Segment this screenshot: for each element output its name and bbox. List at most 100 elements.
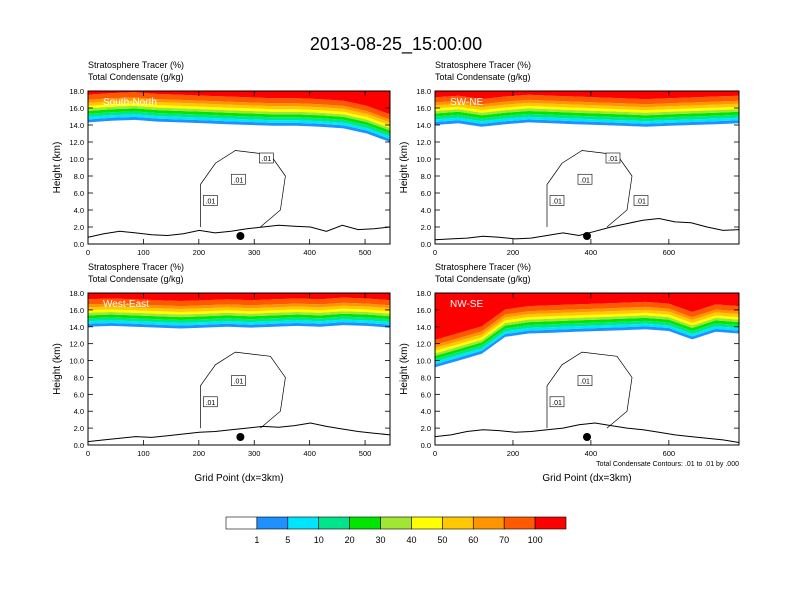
plot-frame xyxy=(87,90,391,245)
condensate-contour xyxy=(546,150,633,228)
x-tick-label: 400 xyxy=(303,449,316,458)
tracer-band-20 xyxy=(435,111,739,119)
y-tick-label: 2.0 xyxy=(421,223,431,232)
tracer-band-5 xyxy=(435,116,739,124)
contour-label: .01 xyxy=(203,195,218,206)
colorbar-swatch xyxy=(256,516,289,530)
y-tick-label: 0.0 xyxy=(421,441,431,450)
plot-area: .01 .01 .01 .01 xyxy=(435,91,739,241)
colorbar-level-label: 50 xyxy=(437,535,447,545)
header-condensate: Total Condensate (g/kg) xyxy=(88,72,184,82)
colorbar-swatch xyxy=(318,516,350,530)
tracer-band-60 xyxy=(435,99,739,108)
colorbar-swatch xyxy=(472,516,505,530)
tracer-band-5 xyxy=(88,114,390,139)
panel-sw-ne: .01 .01 .01 .01 SW-NE Stratosphere Tracer (%)… xyxy=(399,60,740,257)
tracer-band-50 xyxy=(88,305,390,312)
colorbar-swatch xyxy=(503,516,536,530)
colorbar-level-label: 20 xyxy=(345,535,355,545)
tracer-band-1 xyxy=(88,322,390,329)
contour-label-text: .01 xyxy=(234,379,244,386)
colorbar-level-label: 40 xyxy=(406,535,416,545)
panel-label: South-North xyxy=(103,97,157,108)
panel-west-east: .01 .01 West-East Stratosphere Tracer (%) To… xyxy=(52,262,391,484)
plot-area: .01 .01 xyxy=(435,293,739,443)
y-tick-label: 12.0 xyxy=(69,138,84,147)
x-tick-label: 600 xyxy=(663,248,676,257)
tracer-band-40 xyxy=(88,103,390,128)
contour-label-text: .01 xyxy=(234,177,244,184)
colorbar-swatch xyxy=(534,516,567,530)
x-tick-label: 600 xyxy=(663,449,676,458)
contour-label-text: .01 xyxy=(206,400,216,407)
tracer-band-1 xyxy=(435,119,739,127)
contour-label: .01 xyxy=(549,195,565,206)
colorbar-swatch xyxy=(380,516,412,530)
panel-south-north: .01 .01 .01 South-North Stratosphere Tracer … xyxy=(52,60,391,257)
colorbar-swatch xyxy=(225,516,258,530)
colorbar-level-label: 100 xyxy=(528,535,543,545)
y-tick-label: 14.0 xyxy=(416,323,431,332)
tracer-band-50 xyxy=(435,102,739,111)
contour-label: .01 xyxy=(203,396,218,408)
y-tick-label: 2.0 xyxy=(421,424,431,433)
tracer-band-40 xyxy=(88,308,390,315)
colorbar-level-label: 10 xyxy=(314,535,324,545)
tracer-band-10 xyxy=(88,316,390,323)
tracer-band-20 xyxy=(88,313,390,320)
tracer-band-20 xyxy=(88,108,390,134)
y-tick-label: 0.0 xyxy=(74,240,84,249)
y-tick-label: 18.0 xyxy=(416,87,431,96)
condensate-contour xyxy=(200,351,286,429)
y-tick-label: 16.0 xyxy=(69,104,84,113)
colorbar-swatch xyxy=(442,516,474,530)
tracer-band-5 xyxy=(88,319,390,326)
x-tick-label: 400 xyxy=(585,449,598,458)
y-tick-label: 10.0 xyxy=(69,155,84,164)
y-tick-label: 2.0 xyxy=(74,223,84,232)
y-tick-label: 8.0 xyxy=(74,172,84,181)
y-tick-label: 10.0 xyxy=(416,155,431,164)
contour-label-text: .01 xyxy=(552,199,562,206)
contour-label-text: .01 xyxy=(580,379,590,386)
y-axis-label: Height (km) xyxy=(399,343,410,395)
y-axis-label: Height (km) xyxy=(52,343,63,395)
contour-label-text: .01 xyxy=(636,199,646,206)
y-tick-label: 2.0 xyxy=(74,424,84,433)
tracer-band-50 xyxy=(88,100,390,126)
x-tick-label: 300 xyxy=(248,248,261,257)
y-tick-label: 16.0 xyxy=(416,104,431,113)
contour-label-text: .01 xyxy=(552,400,562,407)
tracer-band-30 xyxy=(88,105,390,131)
x-axis-label: Grid Point (dx=3km) xyxy=(542,473,631,484)
contour-label-text: .01 xyxy=(262,156,272,163)
contour-label: .01 xyxy=(577,173,593,185)
contour-label: .01 xyxy=(633,195,649,206)
tracer-band-60 xyxy=(88,302,390,309)
terrain-line xyxy=(88,224,390,238)
header-tracer: Stratosphere Tracer (%) xyxy=(88,60,184,70)
plot-frame xyxy=(434,292,740,446)
colorbar-swatch xyxy=(349,516,381,530)
panels: .01 .01 .01 South-North Stratosphere Tracer … xyxy=(52,60,740,484)
figure-title: 2013-08-25_15:00:00 xyxy=(310,34,482,55)
x-tick-label: 0 xyxy=(433,449,437,458)
panel-label: SW-NE xyxy=(450,97,483,108)
plot-frame xyxy=(87,292,391,446)
header-tracer: Stratosphere Tracer (%) xyxy=(88,262,184,272)
tracer-band-100 xyxy=(435,91,739,100)
colorbar-level-label: 5 xyxy=(285,535,290,545)
y-tick-label: 10.0 xyxy=(416,357,431,366)
y-tick-label: 12.0 xyxy=(69,340,84,349)
terrain-line xyxy=(435,422,739,443)
y-tick-label: 14.0 xyxy=(416,121,431,130)
y-tick-label: 12.0 xyxy=(416,138,431,147)
y-tick-label: 6.0 xyxy=(74,189,84,198)
colorbar-level-label: 1 xyxy=(254,535,259,545)
contour-label: .01 xyxy=(231,375,246,386)
contour-label: .01 xyxy=(231,173,246,185)
tracer-band-100 xyxy=(88,91,390,115)
x-tick-label: 100 xyxy=(137,248,150,257)
y-tick-label: 4.0 xyxy=(421,206,431,215)
